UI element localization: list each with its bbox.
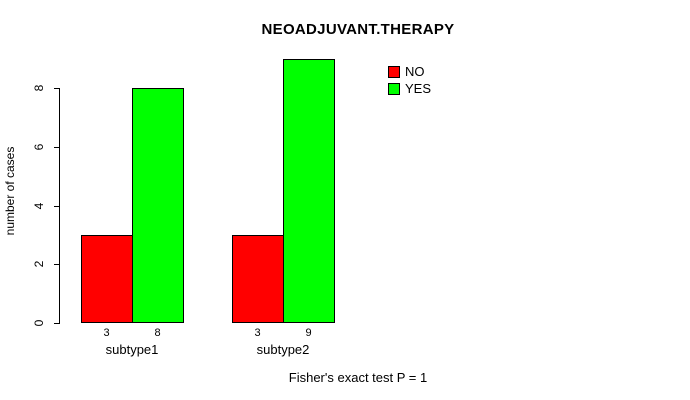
x-axis-category-label: subtype2 — [256, 342, 310, 357]
legend-label: NO — [405, 64, 425, 79]
bar-value-label: 3 — [103, 327, 110, 339]
bar-subtype1-yes — [132, 88, 184, 323]
y-axis-line — [59, 88, 60, 324]
y-axis-tick-label: 8 — [32, 84, 46, 92]
y-axis-tick — [54, 88, 59, 89]
y-axis-tick — [54, 264, 59, 265]
y-axis-tick-label: 4 — [32, 202, 46, 210]
x-axis-category-label: subtype1 — [105, 342, 159, 357]
y-axis-tick — [54, 206, 59, 207]
y-axis-tick — [54, 147, 59, 148]
bar-subtype1-no — [81, 235, 133, 323]
y-axis-tick — [54, 323, 59, 324]
y-axis-tick-label: 6 — [32, 143, 46, 151]
bar-value-label: 9 — [305, 327, 312, 339]
legend-swatch-no — [388, 65, 400, 78]
legend-label: YES — [405, 81, 432, 96]
y-axis-tick-label: 2 — [32, 260, 46, 268]
chart-title: NEOADJUVANT.THERAPY — [261, 21, 455, 38]
bar-subtype2-yes — [283, 59, 335, 323]
legend-item-yes: YES — [388, 81, 431, 96]
footnote: Fisher's exact test P = 1 — [288, 370, 428, 385]
legend: NO YES — [388, 64, 431, 98]
legend-swatch-yes — [388, 82, 400, 95]
y-axis-label: number of cases — [3, 146, 17, 236]
bar-subtype2-no — [232, 235, 284, 323]
legend-item-no: NO — [388, 64, 431, 79]
bar-value-label: 8 — [154, 327, 161, 339]
y-axis-tick-label: 0 — [32, 319, 46, 327]
bar-value-label: 3 — [254, 327, 261, 339]
